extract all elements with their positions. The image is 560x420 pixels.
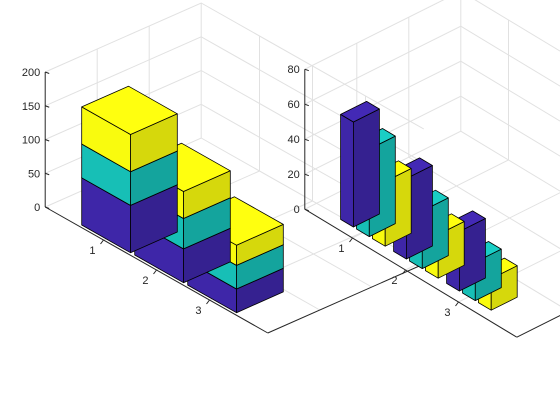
x-tick-mark — [206, 299, 210, 305]
z-tick-mark — [304, 138, 309, 142]
y-axis-line — [267, 263, 425, 334]
x-tick-mark — [455, 301, 459, 307]
x-tick-label: 2 — [142, 275, 148, 287]
y-gridline — [408, 17, 560, 250]
z-tick-label: 150 — [22, 101, 40, 113]
x-tick-mark — [349, 237, 353, 243]
z-tick-label: 40 — [288, 134, 300, 146]
grouped-bar-top — [340, 101, 380, 123]
z-tick-label: 20 — [288, 169, 300, 181]
grouped-bar3-plot: 0 20 40 60 80 1 2 3 — [288, 0, 560, 338]
grouped-bar-side — [352, 108, 380, 228]
z-tick-mark — [45, 139, 50, 142]
z-tick-mark — [45, 71, 50, 74]
grouped-bar-front — [340, 114, 354, 228]
x-axis-line — [304, 208, 518, 338]
z-tick-label: 200 — [22, 67, 40, 79]
stacked-bar-segment-top — [81, 85, 178, 135]
z-tick-label: 80 — [288, 64, 300, 76]
x-tick-mark — [153, 269, 157, 275]
z-tick-mark — [45, 105, 50, 108]
z-tick-mark — [304, 103, 309, 107]
y-axis-line — [516, 315, 560, 338]
z-tick-mark — [304, 68, 309, 72]
z-tick-mark — [45, 172, 50, 176]
z-tick-label: 0 — [34, 202, 40, 214]
x-tick-mark — [100, 239, 104, 245]
grouped-bar — [340, 101, 380, 228]
stacked-bar-segment — [81, 85, 178, 173]
z-gridline — [304, 0, 560, 70]
x-tick-mark — [402, 269, 406, 275]
z-tick-label: 0 — [294, 204, 300, 216]
x-tick-label: 3 — [444, 307, 450, 319]
z-tick-label: 50 — [28, 168, 40, 180]
x-tick-label: 1 — [338, 243, 344, 255]
z-tick-mark — [304, 208, 309, 212]
x-tick-label: 1 — [89, 245, 95, 257]
z-tick-mark — [45, 206, 50, 209]
x-tick-label: 3 — [195, 305, 201, 317]
z-tick-label: 60 — [288, 99, 300, 111]
z-tick-mark — [304, 173, 309, 177]
z-tick-label: 100 — [22, 135, 40, 147]
x-tick-label: 2 — [391, 275, 397, 287]
